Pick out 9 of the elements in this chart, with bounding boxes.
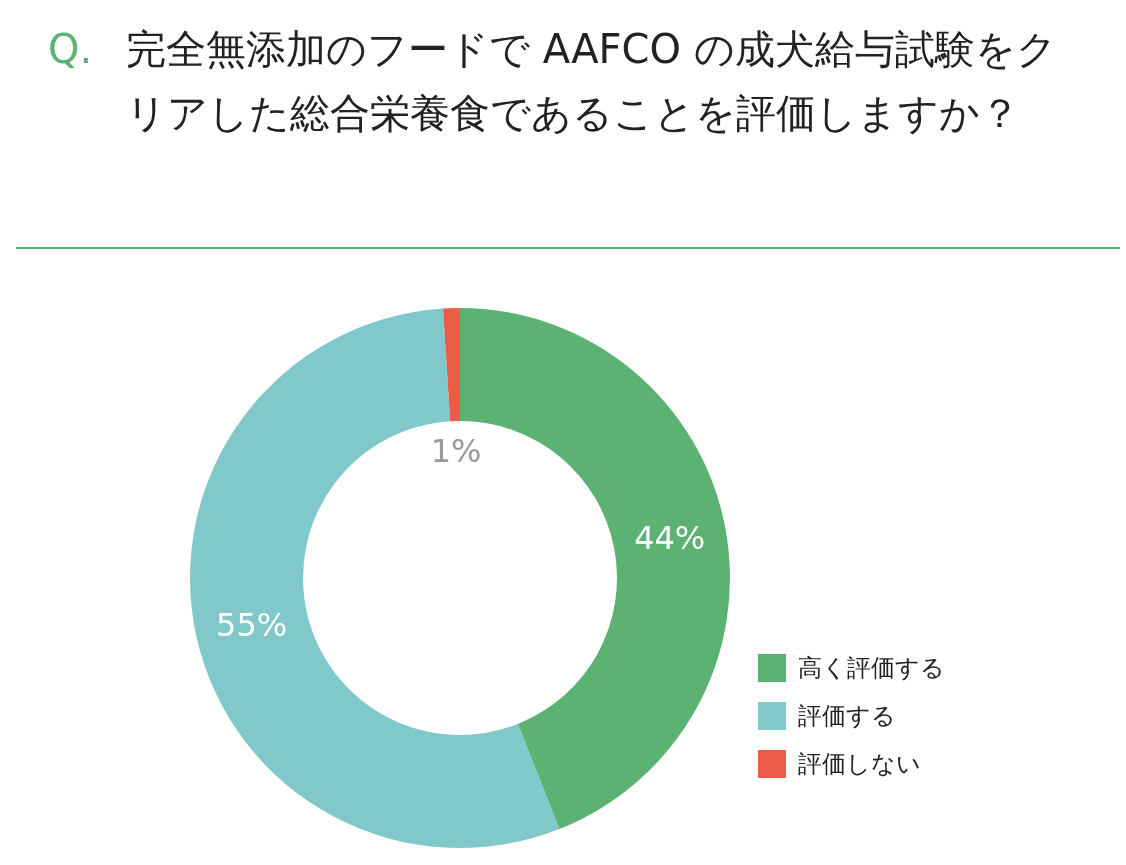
legend-label: 評価する xyxy=(798,702,896,731)
data-label: 44% xyxy=(634,519,706,558)
legend-label: 高く評価する xyxy=(798,654,945,683)
data-label: 55% xyxy=(216,605,288,644)
legend-label: 評価しない xyxy=(798,750,921,779)
donut-slice xyxy=(443,308,460,422)
donut-slice xyxy=(190,308,560,848)
data-label: 1% xyxy=(430,432,482,471)
chart-title: Q. 完全無添加のフードで AAFCO の成犬給与試験をクリアした総合栄養食であることを評価しますか？ xyxy=(48,26,1057,136)
